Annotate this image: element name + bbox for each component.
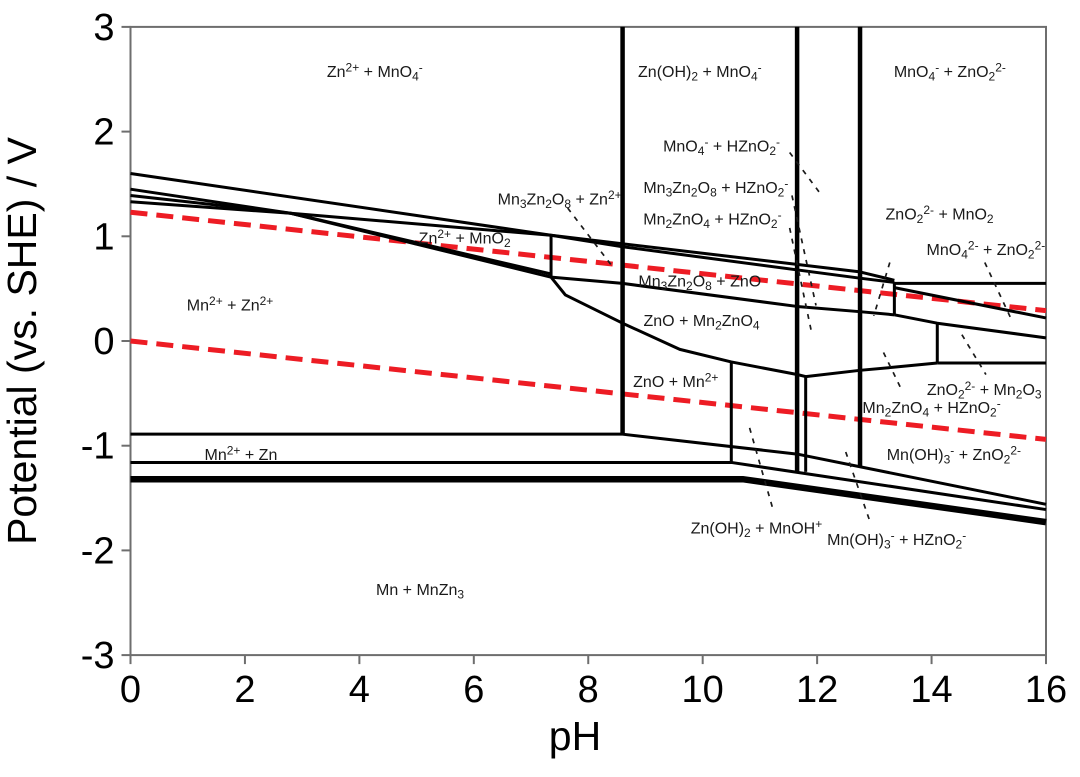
region-label: Mn3Zn2O8 + HZnO2- (643, 177, 788, 200)
boundary-upper-left-4 (130, 200, 552, 279)
y-tick-label: 2 (93, 112, 114, 154)
x-tick-label: 6 (463, 669, 484, 711)
leader-line (788, 152, 823, 196)
leader-line (961, 334, 987, 375)
region-label: Zn2+ + MnO2 (419, 227, 511, 250)
leader-line (791, 195, 817, 306)
y-tick-label: -3 (81, 635, 115, 677)
region-label: Mn3Zn2O8 + Zn2+ (498, 188, 622, 211)
region-label: ZnO + Mn2+ (633, 370, 718, 390)
region-label: Mn2ZnO4 + HZnO2- (862, 397, 1000, 420)
leader-line (566, 207, 613, 267)
boundary-upper-left-1 (130, 171, 552, 237)
x-tick-label: 8 (578, 669, 599, 711)
y-tick-label: 1 (93, 216, 114, 258)
y-tick-label: 3 (93, 7, 114, 49)
y-tick-label: -1 (81, 426, 115, 468)
x-tick-label: 4 (349, 669, 370, 711)
y-tick-label: -2 (81, 530, 115, 572)
region-label: ZnO22- + MnO2 (886, 203, 994, 226)
x-tick-label: 0 (120, 669, 141, 711)
leader-line (872, 262, 891, 317)
boundary-mid-diag-b (550, 233, 895, 284)
region-label: MnO4- + HZnO2- (663, 135, 780, 158)
leader-line (788, 227, 813, 332)
boundary-top-right-diag-1 (894, 286, 1047, 320)
lower-red-dashed (130, 338, 1047, 442)
x-axis-ticks: 0 2 4 6 8 10 12 14 16 (120, 655, 1067, 711)
x-tick-label: 14 (910, 669, 952, 711)
region-label: Mn2+ + Zn2+ (187, 294, 274, 314)
x-tick-label: 10 (682, 669, 724, 711)
region-label: Mn2+ + Zn (205, 444, 278, 464)
phase-boundaries (130, 26, 1047, 526)
x-axis-title: pH (549, 713, 601, 759)
y-axis-ticks: -3 -2 -1 0 1 2 3 (81, 7, 131, 677)
region-label: Mn(OH)3- + ZnO22- (887, 444, 1021, 467)
boundary-right-mid (796, 361, 938, 379)
boundary-upper-left-2 (130, 187, 552, 237)
region-label: Zn2+ + MnO4- (327, 60, 423, 83)
x-tick-label: 16 (1025, 669, 1067, 711)
plot-border (129, 25, 1047, 657)
y-tick-label: 0 (93, 321, 114, 363)
x-tick-label: 2 (234, 669, 255, 711)
region-label: Zn(OH)2 + MnO4- (638, 60, 762, 83)
region-label: MnO42- + ZnO22- (927, 238, 1046, 261)
region-label: ZnO + Mn2ZnO4 (644, 313, 760, 333)
region-label: Mn3Zn2O8 + ZnO (638, 273, 761, 293)
region-label: Zn(OH)2 + MnOH+ (691, 517, 823, 540)
boundary-top-right-diag-2 (894, 313, 1047, 340)
boundary-h-line-zn (130, 432, 1047, 506)
leader-line (882, 352, 903, 391)
region-label: MnO4- + ZnO22- (894, 60, 1006, 83)
region-label: Mn(OH)3- + HZnO2- (827, 528, 966, 551)
plot-frame (129, 25, 1047, 657)
region-label: Mn + MnZn3 (376, 582, 464, 602)
region-labels: Zn2+ + MnO4- Zn(OH)2 + MnO4- MnO4- + ZnO22… (187, 60, 1045, 601)
leader-lines (566, 152, 1013, 525)
leader-line (844, 451, 872, 525)
leader-line (748, 427, 775, 512)
boundary-h-line-mn-thick (130, 475, 1047, 526)
region-label: ZnO22- + Mn2O3 (927, 379, 1042, 402)
region-label: Mn2ZnO4 + HZnO2- (643, 208, 781, 231)
x-tick-label: 12 (796, 669, 838, 711)
y-axis-title: Potential (vs. SHE) / V (0, 136, 45, 545)
boundary-zno-curve (549, 276, 798, 376)
